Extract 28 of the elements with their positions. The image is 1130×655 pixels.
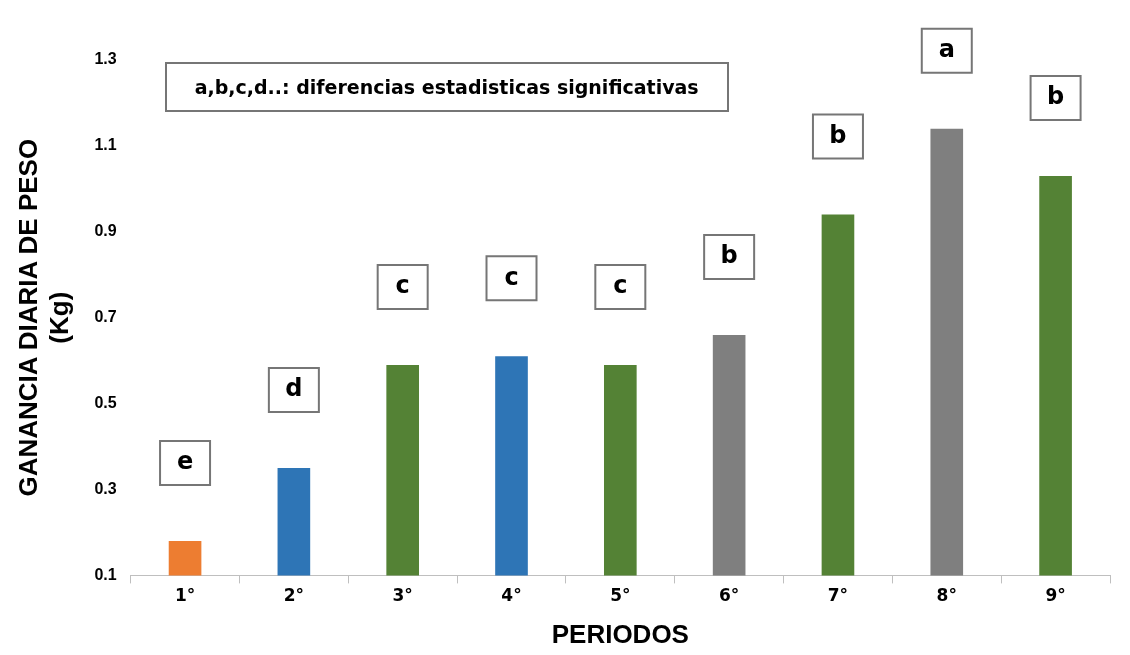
y-tick-label: 0.1	[94, 565, 117, 583]
y-tick-label: 0.7	[94, 308, 117, 326]
x-tick-label: 4°	[501, 585, 522, 606]
x-tick-label: 1°	[174, 585, 196, 606]
y-axis-title: GANANCIA DIARIA DE PESO (Kg)	[12, 138, 74, 497]
x-tick-label: 7°	[827, 585, 849, 606]
y-tick-label: 1.1	[94, 136, 117, 154]
x-tick-label: 5°	[610, 585, 631, 606]
annotation: b	[1047, 82, 1065, 111]
x-tick-label: 3°	[392, 585, 413, 606]
annotation: b	[720, 241, 738, 270]
y-tick-label: 1.3	[94, 50, 117, 68]
annotation: a,b,c,d..: diferencias estadisticas significativas	[164, 62, 729, 112]
annotation: b	[829, 120, 847, 149]
annotation: c	[395, 271, 410, 300]
y-tick-label: 0.9	[94, 222, 117, 240]
y-tick-label: 0.3	[94, 479, 117, 497]
annotation: a	[938, 34, 955, 63]
x-tick-label: 8°	[936, 585, 957, 606]
annotation: e	[176, 447, 194, 476]
x-tick-label: 2°	[283, 585, 305, 606]
annotation: d	[285, 374, 303, 403]
x-axis-title: PERIODOS	[551, 618, 689, 649]
y-tick-label: 0.5	[94, 394, 117, 412]
annotation: c	[504, 262, 519, 291]
annotation: c	[613, 271, 628, 300]
x-tick-label: 9°	[1045, 585, 1066, 606]
x-tick-label: 6°	[718, 585, 740, 606]
